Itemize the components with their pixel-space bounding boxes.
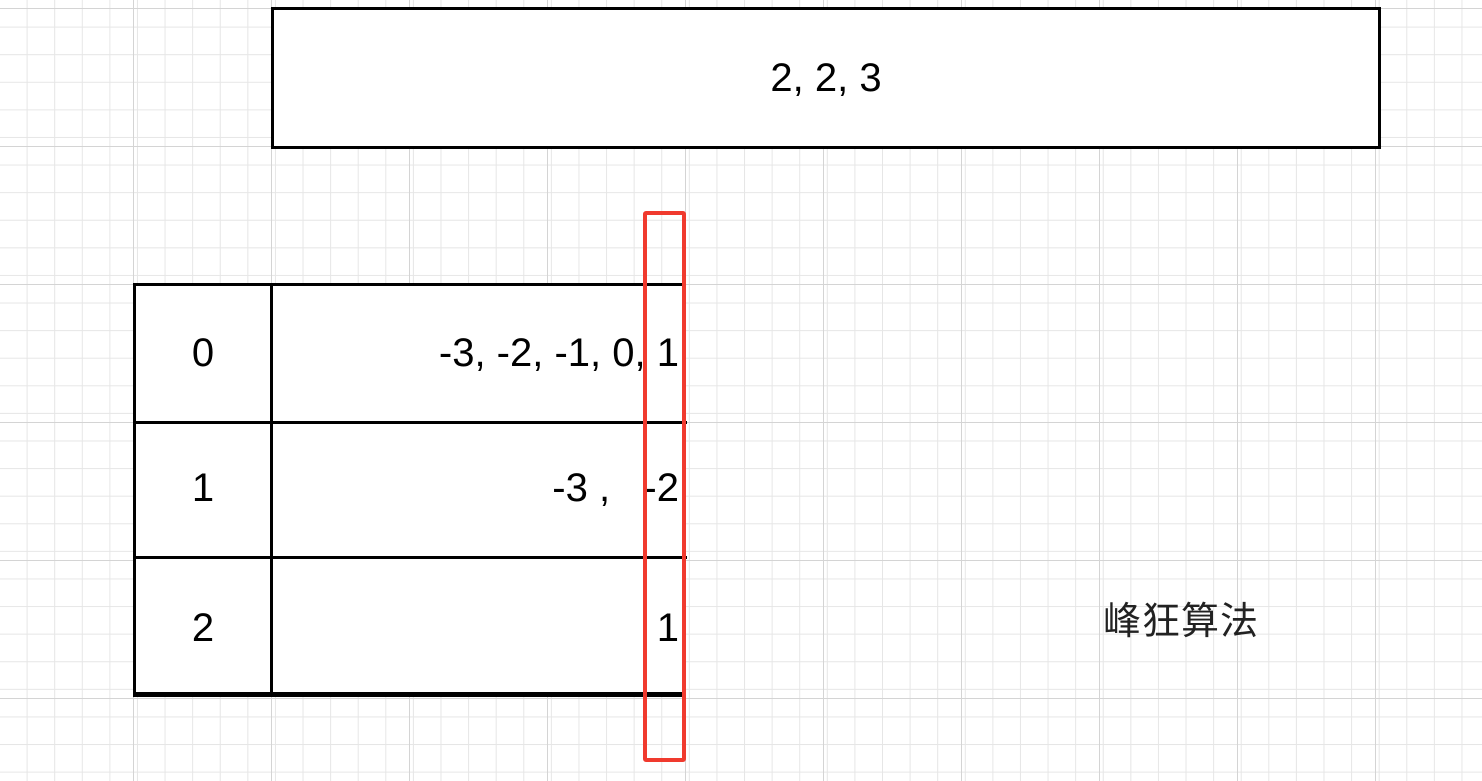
row-index-cell: 2 [136, 559, 273, 697]
table-row: 2 1 [136, 559, 687, 697]
row-value-cell: -3 , -2 [552, 466, 679, 510]
row-value-cell: 1 [656, 605, 679, 650]
highlight-column-box [643, 211, 686, 762]
watermark-text: 峰狂算法 [1103, 599, 1260, 643]
table-row: 1 -3 , -2 [136, 421, 687, 559]
row-value-cell: -3, -2, -1, 0, 1 [438, 331, 679, 375]
bucket-table: 0 -3, -2, -1, 0, 1 1 -3 , -2 2 1 [133, 283, 687, 697]
row-index-cell: 0 [136, 286, 273, 421]
row-index-cell: 1 [136, 421, 273, 556]
table-row: 0 -3, -2, -1, 0, 1 [136, 286, 687, 424]
top-box: 2, 2, 3 [271, 7, 1381, 149]
top-box-text: 2, 2, 3 [770, 55, 882, 100]
table-bottom-border [133, 694, 684, 697]
